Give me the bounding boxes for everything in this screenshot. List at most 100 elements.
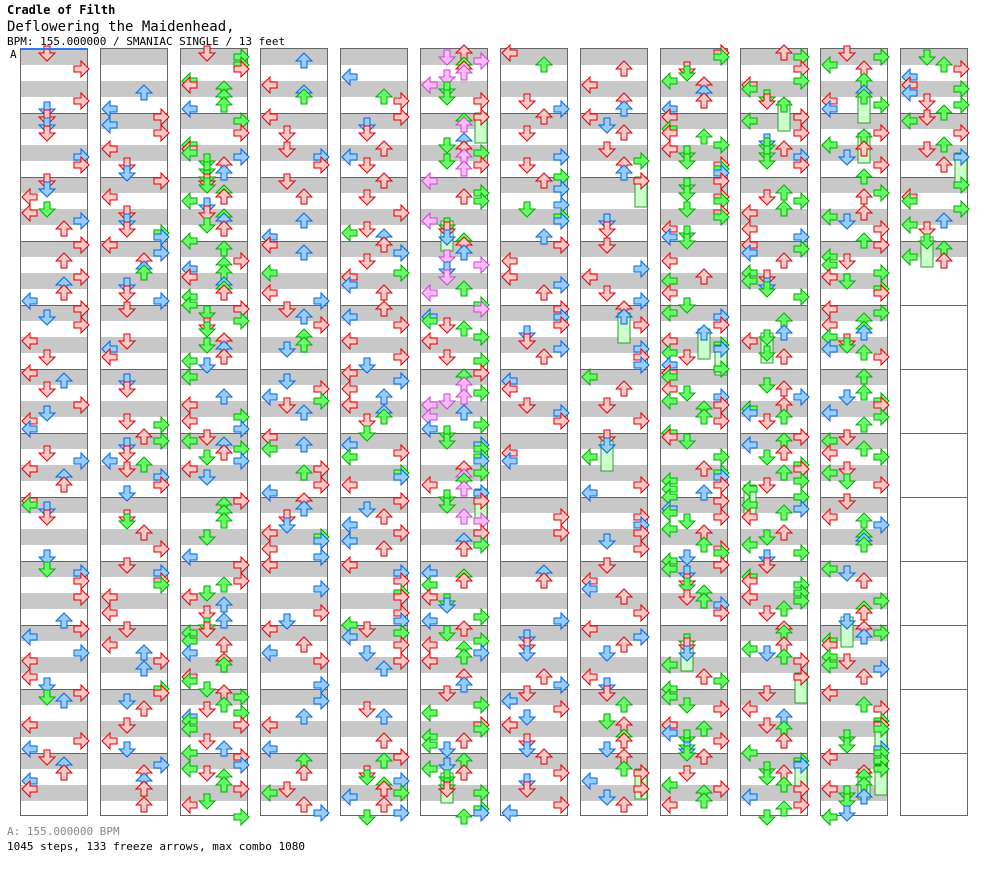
down-arrow-icon [757,605,777,622]
left-arrow-icon [261,235,278,255]
up-arrow-icon [454,648,474,665]
left-arrow-icon [261,643,278,663]
right-arrow-icon [313,675,330,695]
up-arrow-icon [694,536,714,553]
down-arrow-icon [597,221,617,238]
right-arrow-icon [633,315,650,335]
left-arrow-icon [821,507,838,527]
up-arrow-icon [454,280,474,297]
artist-name: Cradle of Filth [7,3,116,17]
up-arrow-icon [374,796,394,813]
up-arrow-icon [614,60,634,77]
down-arrow-icon [37,561,57,578]
down-arrow-icon [517,93,537,110]
bpm-legend: A: 155.000000 BPM [7,825,120,838]
left-arrow-icon [181,99,198,119]
right-arrow-icon [233,123,250,143]
measure-line [901,369,967,370]
measure-line [21,497,87,498]
right-arrow-icon [473,607,490,627]
right-arrow-icon [793,155,810,175]
measure-line [101,561,167,562]
left-arrow-icon [21,203,38,223]
down-arrow-icon [597,237,617,254]
down-arrow-icon [677,697,697,714]
up-arrow-icon [294,88,314,105]
left-arrow-icon [21,291,38,311]
left-arrow-icon [341,379,358,399]
measure-line [21,177,87,178]
up-arrow-icon [934,104,954,121]
right-arrow-icon [153,431,170,451]
right-arrow-icon [473,51,490,71]
right-arrow-icon [633,627,650,647]
left-arrow-icon [181,231,198,251]
measure-line [901,497,967,498]
up-arrow-icon [214,656,234,673]
up-arrow-icon [214,776,234,793]
measure-line [261,177,327,178]
up-arrow-icon [294,708,314,725]
up-arrow-icon [774,600,794,617]
down-arrow-icon [437,781,457,798]
measure-line [261,305,327,306]
up-arrow-icon [374,140,394,157]
right-arrow-icon [553,699,570,719]
left-arrow-icon [661,227,678,247]
left-arrow-icon [261,783,278,803]
left-arrow-icon [261,555,278,575]
chart-column [740,44,810,826]
down-arrow-icon [357,621,377,638]
right-arrow-icon [713,395,730,415]
up-arrow-icon [134,264,154,281]
down-arrow-icon [277,397,297,414]
down-arrow-icon [677,765,697,782]
up-arrow-icon [454,116,474,133]
measure-line [501,753,567,754]
up-arrow-icon [454,244,474,261]
left-arrow-icon [581,367,598,387]
up-arrow-icon [374,172,394,189]
up-arrow-icon [614,100,634,117]
down-arrow-icon [837,793,857,810]
down-arrow-icon [437,757,457,774]
left-arrow-icon [421,283,438,303]
down-arrow-icon [437,269,457,286]
left-arrow-icon [341,515,358,535]
left-arrow-icon [421,311,438,331]
down-arrow-icon [197,429,217,446]
measure-line [821,497,887,498]
up-arrow-icon [294,796,314,813]
left-arrow-icon [741,331,758,351]
right-arrow-icon [873,263,890,283]
down-arrow-icon [117,445,137,462]
measure-line [901,689,967,690]
up-arrow-icon [934,136,954,153]
up-arrow-icon [854,628,874,645]
right-arrow-icon [633,603,650,623]
right-arrow-icon [633,291,650,311]
down-arrow-icon [197,337,217,354]
right-arrow-icon [233,687,250,707]
chart-info: BPM: 155.000000 / SMANIAC SINGLE / 13 fe… [7,35,286,48]
left-arrow-icon [261,75,278,95]
up-arrow-icon [614,796,634,813]
right-arrow-icon [313,651,330,671]
down-arrow-icon [757,281,777,298]
right-arrow-icon [793,191,810,211]
down-arrow-icon [117,741,137,758]
up-arrow-icon [294,500,314,517]
left-arrow-icon [661,519,678,539]
up-arrow-icon [774,140,794,157]
up-arrow-icon [214,612,234,629]
up-arrow-icon [294,244,314,261]
left-arrow-icon [181,743,198,763]
bpm-marker-label: A [10,48,17,61]
right-arrow-icon [633,523,650,543]
down-arrow-icon [597,713,617,730]
down-arrow-icon [917,233,937,250]
measure-line [101,241,167,242]
down-arrow-icon [117,413,137,430]
measure-line [101,369,167,370]
measure-line [741,753,807,754]
